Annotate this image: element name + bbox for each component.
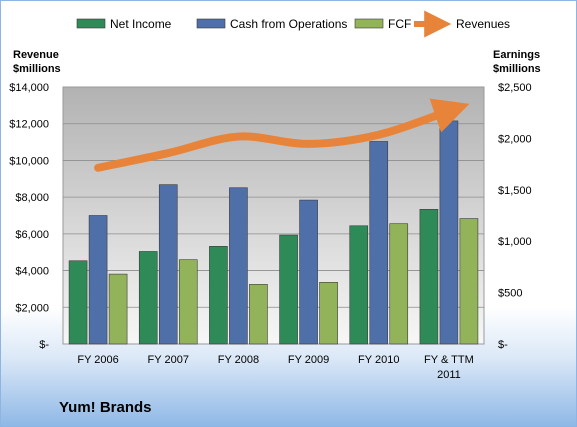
legend-label-fcf: FCF bbox=[388, 17, 411, 31]
bar-cash-from-operations-2 bbox=[229, 187, 248, 345]
bar-fcf-2 bbox=[249, 284, 268, 345]
left-axis-title: Revenue bbox=[13, 49, 59, 61]
legend-label-net-income: Net Income bbox=[110, 17, 172, 31]
bar-fcf-0 bbox=[108, 273, 128, 345]
bar-cash-from-operations-0 bbox=[88, 215, 108, 345]
bar-fcf-1 bbox=[178, 259, 198, 345]
legend-label-cash-from-operations: Cash from Operations bbox=[230, 17, 347, 31]
category-label-0: FY 2006 bbox=[77, 354, 118, 366]
category-label-2: FY 2008 bbox=[218, 354, 259, 366]
left-tick-label-0: $- bbox=[39, 339, 49, 351]
category-label-4: FY 2010 bbox=[358, 354, 399, 366]
right-tick-label-3: $1,500 bbox=[498, 185, 532, 197]
category-label-5-line2: 2011 bbox=[437, 369, 461, 381]
bar-fcf-4 bbox=[389, 223, 409, 345]
left-tick-label-5: $10,000 bbox=[9, 155, 49, 167]
legend-swatch-fcf bbox=[354, 18, 384, 29]
bar-net-income-2 bbox=[209, 246, 228, 345]
left-tick-label-4: $8,000 bbox=[15, 192, 49, 204]
right-axis-title-line2: $millions bbox=[493, 63, 541, 75]
legend-label-revenues: Revenues bbox=[456, 17, 510, 31]
bar-net-income-1 bbox=[138, 251, 158, 345]
right-tick-label-1: $500 bbox=[498, 288, 522, 300]
bar-net-income-0 bbox=[68, 260, 88, 345]
bar-fcf-5 bbox=[459, 218, 479, 345]
left-tick-label-6: $12,000 bbox=[9, 119, 49, 131]
revenues-line bbox=[94, 98, 470, 172]
bar-net-income-4 bbox=[349, 225, 369, 345]
bar-cash-from-operations-5 bbox=[439, 120, 459, 345]
bar-net-income-3 bbox=[279, 234, 298, 345]
left-tick-label-2: $4,000 bbox=[15, 266, 49, 278]
left-tick-label-1: $2,000 bbox=[15, 302, 49, 314]
category-label-1: FY 2007 bbox=[148, 354, 189, 366]
category-label-3: FY 2009 bbox=[288, 354, 329, 366]
right-tick-label-0: $- bbox=[498, 339, 508, 351]
plot-area bbox=[62, 86, 485, 345]
left-axis-title-line2: $millions bbox=[13, 63, 61, 75]
right-tick-label-5: $2,500 bbox=[498, 82, 532, 94]
left-tick-label-3: $6,000 bbox=[15, 229, 49, 241]
bar-cash-from-operations-4 bbox=[369, 141, 389, 345]
left-tick-label-7: $14,000 bbox=[9, 82, 49, 94]
legend-swatch-cash-from-operations bbox=[196, 18, 226, 29]
legend-swatch-net-income bbox=[76, 18, 106, 29]
bar-net-income-5 bbox=[419, 209, 439, 345]
bar-cash-from-operations-3 bbox=[299, 199, 318, 345]
bar-cash-from-operations-1 bbox=[158, 184, 178, 345]
bar-fcf-3 bbox=[319, 282, 338, 345]
right-tick-label-4: $2,000 bbox=[498, 133, 532, 145]
right-tick-label-2: $1,000 bbox=[498, 236, 532, 248]
category-label-5: FY & TTM bbox=[424, 354, 474, 366]
right-axis-title: Earnings bbox=[493, 49, 540, 61]
company-label: Yum! Brands bbox=[59, 399, 152, 416]
